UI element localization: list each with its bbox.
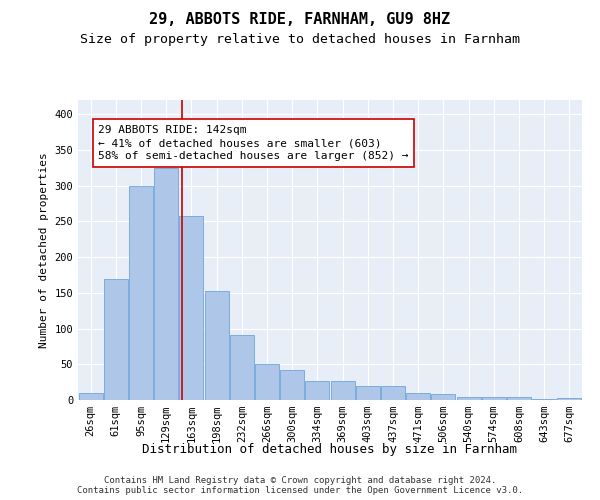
Bar: [406, 393, 430, 400]
Bar: [457, 397, 481, 400]
Bar: [230, 335, 254, 400]
Bar: [280, 370, 304, 400]
Bar: [305, 380, 329, 400]
Bar: [104, 278, 128, 400]
Text: Distribution of detached houses by size in Farnham: Distribution of detached houses by size …: [143, 442, 517, 456]
Bar: [482, 397, 506, 400]
Bar: [129, 186, 153, 400]
Bar: [205, 292, 229, 400]
Bar: [179, 216, 203, 400]
Text: Contains HM Land Registry data © Crown copyright and database right 2024.
Contai: Contains HM Land Registry data © Crown c…: [77, 476, 523, 495]
Bar: [255, 364, 279, 400]
Bar: [331, 380, 355, 400]
Bar: [79, 393, 103, 400]
Bar: [507, 397, 531, 400]
Y-axis label: Number of detached properties: Number of detached properties: [39, 152, 49, 348]
Bar: [381, 386, 405, 400]
Bar: [154, 168, 178, 400]
Text: 29, ABBOTS RIDE, FARNHAM, GU9 8HZ: 29, ABBOTS RIDE, FARNHAM, GU9 8HZ: [149, 12, 451, 28]
Bar: [431, 394, 455, 400]
Bar: [557, 398, 581, 400]
Bar: [532, 398, 556, 400]
Text: 29 ABBOTS RIDE: 142sqm
← 41% of detached houses are smaller (603)
58% of semi-de: 29 ABBOTS RIDE: 142sqm ← 41% of detached…: [98, 125, 409, 162]
Bar: [356, 386, 380, 400]
Text: Size of property relative to detached houses in Farnham: Size of property relative to detached ho…: [80, 32, 520, 46]
